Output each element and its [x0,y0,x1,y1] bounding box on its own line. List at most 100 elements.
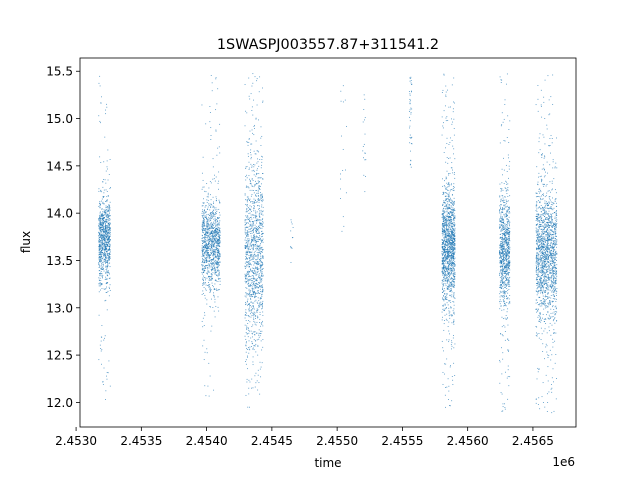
data-point [244,273,246,275]
data-point [246,185,248,187]
data-point [209,254,210,256]
data-point [448,227,450,229]
data-point [505,206,506,208]
data-point [448,264,449,266]
data-point [109,266,111,268]
data-point [251,106,253,108]
data-point [453,253,455,255]
data-point [214,301,216,303]
data-point [205,212,206,214]
data-point [107,236,109,238]
data-point [410,163,412,165]
data-point [451,219,453,221]
data-point [206,225,208,227]
data-point [261,295,263,297]
data-point [248,246,250,248]
data-point [206,229,208,231]
data-point [99,233,101,235]
data-point [411,83,413,85]
data-point [109,249,111,251]
data-point [202,259,204,261]
data-point [215,232,217,234]
data-point [291,223,293,225]
data-point [453,118,455,120]
data-point [205,243,207,245]
data-point [442,125,444,127]
data-point [443,228,445,230]
data-point [453,297,455,299]
data-point [245,287,247,289]
data-point [245,211,247,213]
data-point [451,183,452,185]
data-point [246,271,248,273]
data-point [451,255,453,257]
data-point [260,239,262,241]
data-point [99,246,101,248]
data-point [251,255,253,256]
data-point [262,210,264,212]
data-point [206,273,208,275]
data-point [453,226,455,227]
data-point [248,258,250,259]
data-point [451,201,453,203]
data-point [102,381,104,383]
data-point [216,239,218,241]
data-point [207,252,209,254]
chart-title: 1SWASPJ003557.87+311541.2 [217,37,439,53]
data-point [451,202,453,204]
data-point [208,284,210,286]
data-point [253,307,255,309]
data-point [442,224,444,226]
data-point [105,239,107,241]
data-point [101,255,103,257]
data-point [208,241,210,243]
data-point [252,225,254,227]
data-point [108,215,110,217]
data-point [445,236,447,238]
data-point [451,278,453,280]
data-point [105,209,107,211]
data-point [258,213,260,215]
data-point [445,232,447,234]
data-point [448,225,450,227]
data-point [105,233,107,235]
data-point [212,211,214,212]
data-point [447,272,449,274]
data-point [104,222,106,224]
data-point [442,285,444,287]
data-point [107,238,109,239]
data-point [503,241,505,243]
data-point [261,213,263,215]
data-point [250,295,252,297]
data-point [206,201,208,203]
data-point [109,205,111,207]
data-point [451,251,453,253]
data-point [508,264,510,266]
data-point [454,242,456,244]
data-point [203,218,205,220]
data-point [201,172,203,174]
data-point [216,266,218,268]
data-point [442,297,443,299]
data-point [449,285,451,287]
data-point [219,284,221,285]
data-point [451,281,453,283]
data-point [259,251,261,252]
data-point [441,268,443,270]
data-point [441,246,443,248]
data-point [208,257,210,259]
data-point [212,240,214,242]
data-point [503,201,504,203]
data-point [444,211,446,213]
data-point [502,292,504,294]
data-point [442,225,444,227]
data-point [104,211,105,213]
data-point [215,259,216,261]
data-point [449,229,451,231]
data-point [258,201,260,203]
data-point [450,260,452,261]
data-point [204,247,206,248]
data-point [109,229,111,231]
data-point [205,216,207,218]
data-point [217,261,218,262]
